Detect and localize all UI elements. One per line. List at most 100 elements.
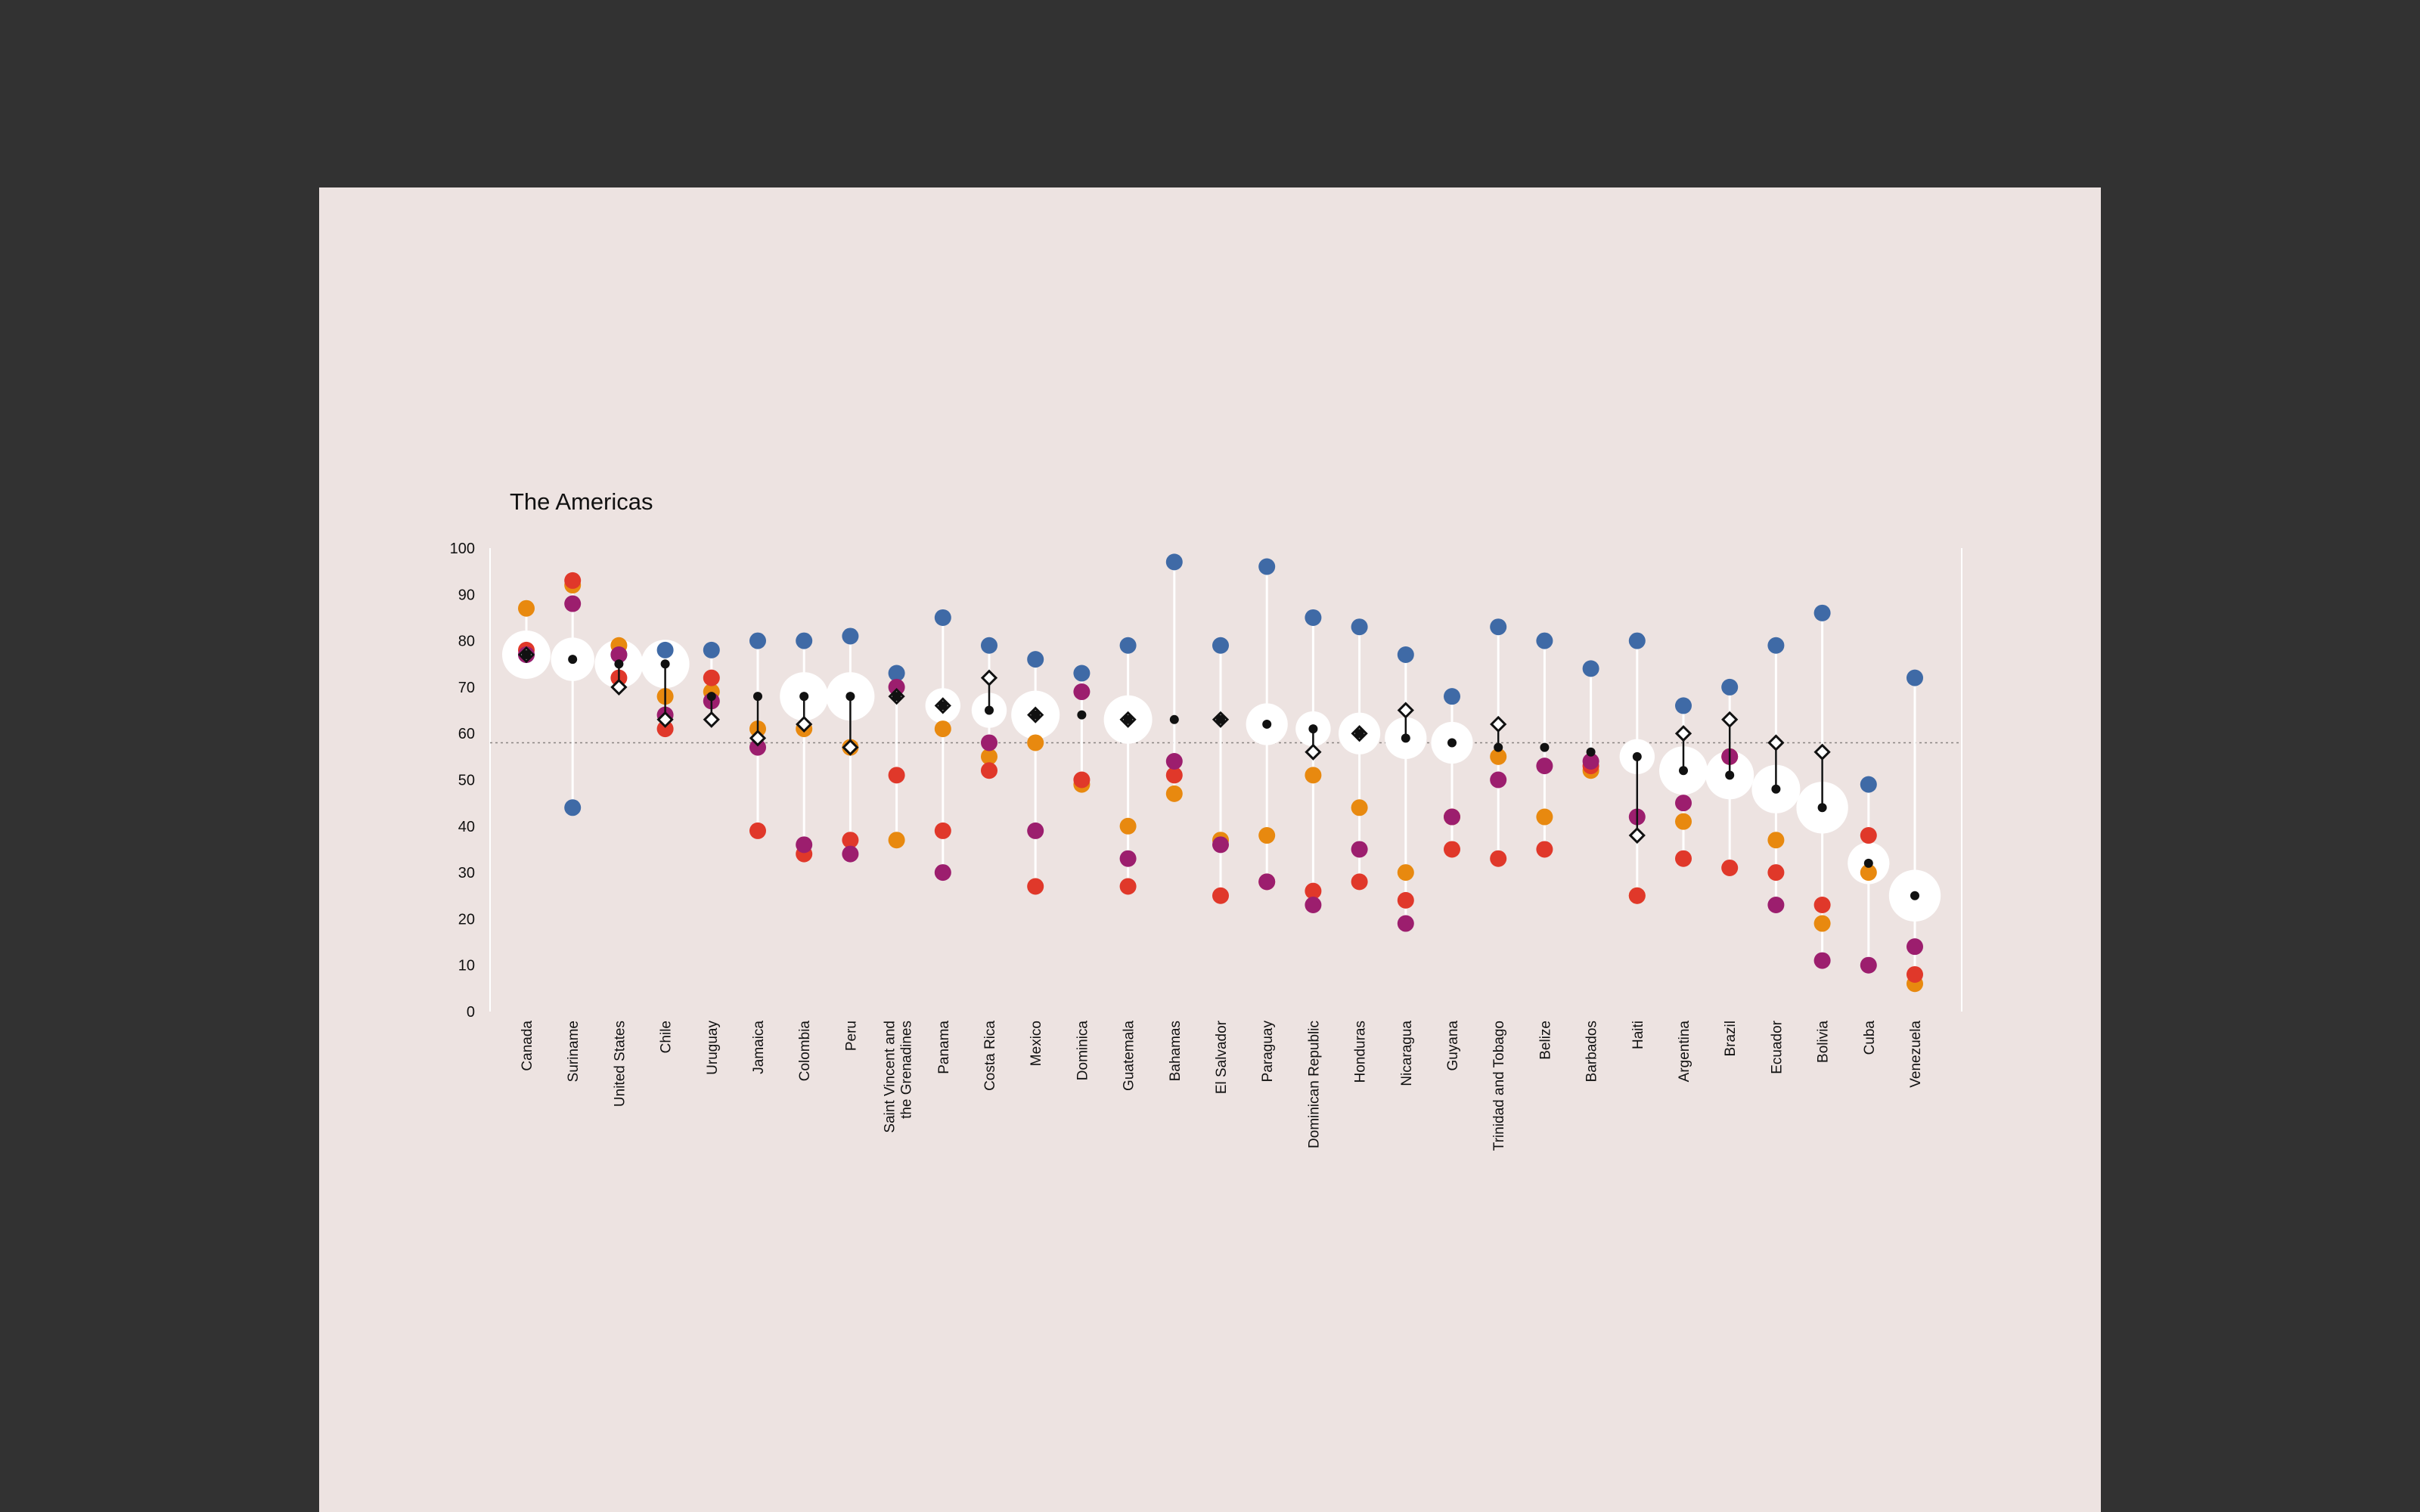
current-score-marker: [753, 692, 762, 702]
indicator-dot-red: [1073, 771, 1091, 789]
previous-score-diamond: [703, 711, 720, 728]
x-tick-label: Chile: [659, 1021, 675, 1053]
indicator-dot-blue: [1675, 697, 1692, 714]
indicator-dot-blue: [656, 641, 674, 658]
x-tick-label-line: Saint Vincent and: [883, 1021, 898, 1133]
indicator-dot-purple: [1351, 841, 1368, 858]
x-tick-label: Haiti: [1630, 1021, 1646, 1049]
x-tick-label: Bolivia: [1816, 1021, 1832, 1063]
previous-score-diamond: [1721, 711, 1739, 728]
indicator-dot-blue: [1444, 688, 1460, 705]
x-tick-label: Bahamas: [1168, 1021, 1184, 1081]
current-score-marker: [522, 649, 531, 659]
current-score-marker: [938, 701, 948, 711]
indicator-dot-blue: [703, 641, 720, 658]
indicator-dot-blue: [1767, 637, 1785, 654]
y-tick-label: 10: [458, 958, 475, 974]
current-score-marker: [892, 692, 901, 702]
indicator-dot-purple: [749, 739, 766, 756]
indicator-dot-purple: [842, 845, 859, 863]
x-tick-label: Paraguay: [1260, 1021, 1276, 1083]
previous-score-diamond: [842, 739, 859, 756]
y-tick-label: 90: [458, 587, 475, 603]
current-score-marker: [1123, 714, 1133, 724]
x-tick-label: El Salvador: [1214, 1020, 1230, 1094]
current-score-marker: [1494, 742, 1503, 752]
indicator-dot-blue: [934, 609, 951, 626]
x-tick-label-line: Bolivia: [1816, 1021, 1832, 1063]
previous-score-diamond: [749, 730, 767, 747]
x-tick-label: Peru: [843, 1021, 859, 1051]
x-tick-label: Nicaragua: [1399, 1021, 1415, 1086]
indicator-dot-purple: [1119, 850, 1137, 867]
indicator-dot-orange: [1119, 817, 1137, 835]
indicator-dot-purple: [1165, 752, 1183, 770]
indicator-dot-red: [1675, 850, 1692, 867]
x-tick-label-line: Uruguay: [705, 1021, 721, 1075]
x-tick-label-line: Chile: [659, 1021, 675, 1053]
indicator-dot-purple: [1536, 758, 1553, 775]
indicator-dot-purple: [796, 836, 813, 854]
x-tick-label: Saint Vincent andthe Grenadines: [883, 1021, 915, 1133]
previous-score-diamond: [1628, 826, 1646, 844]
indicator-dot-blue: [796, 632, 813, 649]
x-tick-label: Trinidad and Tobago: [1491, 1021, 1507, 1151]
current-score-marker: [614, 659, 624, 669]
indicator-dot-red: [1165, 767, 1183, 784]
chart-title: The Americas: [510, 488, 653, 515]
indicator-dot-red: [1628, 887, 1646, 904]
current-score-marker: [1216, 714, 1225, 724]
current-score-marker: [1817, 803, 1827, 813]
x-tick-label-line: Belize: [1537, 1021, 1553, 1060]
indicator-dot-purple: [1397, 915, 1414, 932]
x-tick-label: Guyana: [1445, 1021, 1461, 1071]
x-tick-label-line: Barbados: [1584, 1021, 1600, 1082]
indicator-dot-red: [842, 832, 859, 849]
indicator-dot-purple: [610, 646, 628, 663]
previous-score-diamond: [1674, 725, 1692, 742]
previous-score-diamond: [980, 669, 998, 686]
previous-score-diamond: [1813, 743, 1831, 761]
indicator-dot-purple: [1675, 795, 1692, 812]
current-score-marker: [1262, 719, 1272, 729]
indicator-dot-purple: [1813, 952, 1831, 969]
x-tick-label-line: Suriname: [566, 1021, 582, 1082]
indicator-dot-orange: [1027, 734, 1044, 751]
indicator-dot-orange: [1767, 832, 1785, 849]
indicator-dot-orange: [1536, 808, 1553, 826]
indicator-dot-blue: [1721, 678, 1739, 696]
indicator-dot-red: [1027, 878, 1044, 895]
x-tick-label-line: Venezuela: [1908, 1021, 1924, 1088]
x-tick-label: Panama: [936, 1021, 952, 1074]
current-score-marker: [1632, 751, 1642, 761]
indicator-dot-blue: [981, 637, 997, 654]
indicator-dot-purple: [1258, 873, 1276, 891]
x-tick-label-line: Haiti: [1630, 1021, 1646, 1049]
x-tick-label: Ecuador: [1769, 1020, 1785, 1074]
indicator-dot-blue: [1119, 637, 1137, 654]
x-tick-label-line: Brazil: [1723, 1021, 1739, 1057]
indicator-dot-red: [564, 572, 582, 589]
indicator-dot-blue: [1165, 553, 1183, 571]
x-tick-label: United States: [612, 1021, 628, 1107]
x-tick-label: Jamaica: [751, 1021, 767, 1074]
x-tick-label-line: Bahamas: [1168, 1021, 1184, 1081]
x-tick-label-line: Peru: [843, 1021, 859, 1051]
indicator-dot-blue: [1258, 558, 1276, 575]
x-tick-label-line: Canada: [520, 1021, 535, 1071]
indicator-dot-blue: [564, 799, 582, 816]
indicator-dot-purple: [1582, 752, 1599, 770]
current-score-marker: [1308, 724, 1318, 734]
dot-plot-chart: The Americas 0 10 20 30 40 50 60 70 80 90 100 Canada…: [450, 488, 1962, 1151]
x-tick-label: Barbados: [1584, 1021, 1600, 1082]
indicator-dot-blue: [1305, 609, 1322, 626]
indicator-dot-red: [1907, 965, 1923, 983]
indicator-dot-red: [1351, 873, 1368, 891]
indicator-dot-purple: [1027, 822, 1044, 839]
y-tick-label: 30: [458, 865, 475, 881]
indicator-dot-blue: [1212, 637, 1229, 654]
indicator-dot-blue: [1628, 632, 1646, 649]
indicator-dot-blue: [1073, 665, 1091, 682]
current-score-marker: [660, 659, 670, 669]
indicator-dot-orange: [1397, 864, 1414, 881]
